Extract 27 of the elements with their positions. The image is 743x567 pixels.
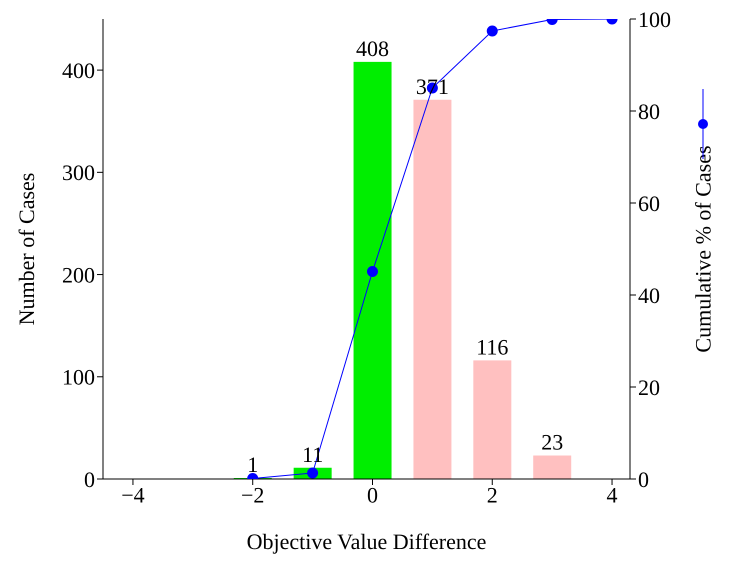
y-tick-label: 100 bbox=[62, 364, 95, 390]
data-label: 116 bbox=[476, 334, 508, 360]
y-tick-label: 0 bbox=[84, 466, 95, 492]
x-axis-title: Objective Value Difference bbox=[246, 529, 486, 554]
x-tick-label: 0 bbox=[366, 482, 378, 508]
bar bbox=[533, 455, 572, 479]
y-axis-title: Number of Cases bbox=[14, 172, 39, 326]
data-label: 1 bbox=[247, 452, 258, 477]
bar bbox=[473, 360, 512, 479]
x-tick-label: 2 bbox=[486, 482, 498, 508]
y2-axis-title: Cumulative % of Cases bbox=[690, 145, 716, 353]
y2-tick-label: 0 bbox=[638, 466, 649, 492]
x-tick-label: 4 bbox=[606, 482, 618, 508]
y2-tick-label: 40 bbox=[638, 282, 660, 308]
bar bbox=[354, 62, 392, 479]
y2-tick-label: 80 bbox=[638, 98, 660, 124]
y-tick-label: 300 bbox=[62, 160, 95, 186]
data-label: 23 bbox=[541, 429, 564, 454]
x-tick-label: −4 bbox=[121, 482, 145, 508]
y2-tick-label: 60 bbox=[638, 190, 660, 216]
y-tick-label: 200 bbox=[62, 262, 95, 288]
y2-tick-label: 20 bbox=[638, 374, 660, 400]
y-tick-label: 400 bbox=[62, 58, 95, 83]
data-label: 408 bbox=[356, 36, 390, 61]
x-tick-label: −2 bbox=[241, 482, 264, 508]
y2-tick-label: 100 bbox=[638, 6, 671, 32]
bar bbox=[413, 100, 452, 479]
